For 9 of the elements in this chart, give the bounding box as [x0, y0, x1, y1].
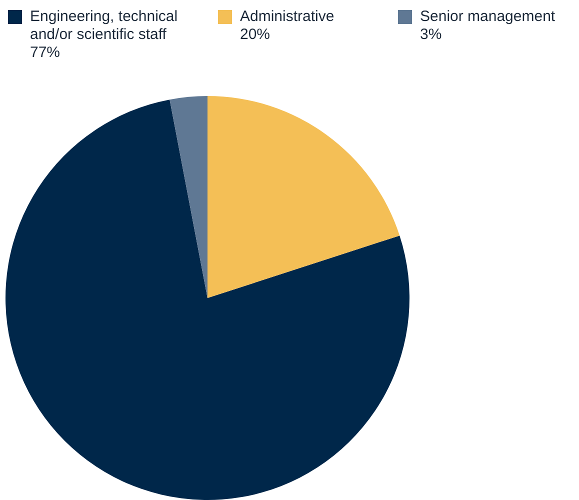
data-label: 20%: [240, 26, 270, 43]
legend-label: Administrative: [240, 8, 334, 25]
data-label: 3%: [420, 26, 442, 43]
legend-label: Engineering, technical and/or scientific staff: [30, 8, 178, 43]
pie-slice: [6, 100, 410, 500]
pie-slice: [208, 96, 400, 298]
data-label: 77%: [30, 44, 60, 61]
pie-slice: [170, 96, 208, 298]
legend-label: Senior management: [420, 8, 556, 25]
